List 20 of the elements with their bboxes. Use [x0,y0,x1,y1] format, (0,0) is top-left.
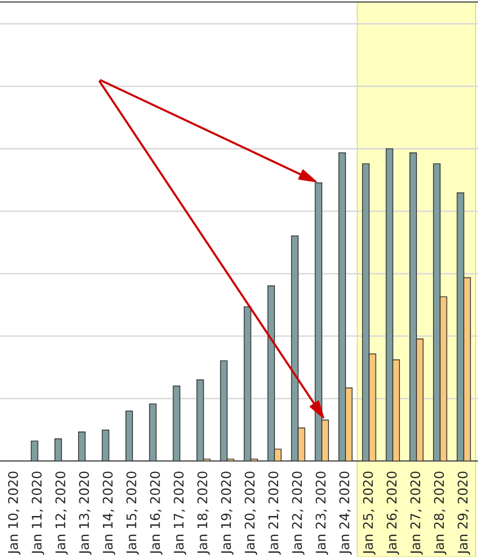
x-tick-label: Jan 12, 2020 [55,472,68,555]
x-tick-label: Jan 16, 2020 [150,472,162,555]
x-tick-label: Jan 13, 2020 [79,472,92,555]
x-tick-label: Jan 21, 2020 [268,472,281,555]
x-tick-label: Jan 17, 2020 [174,472,186,555]
x-tick-label: Jan 23, 2020 [316,472,328,555]
x-tick-label: Jan 10, 2020 [8,472,20,555]
x-tick-label: Jan 27, 2020 [410,472,423,555]
x-tick-label: Jan 29, 2020 [458,472,470,555]
x-tick-label: Jan 26, 2020 [386,472,400,555]
x-tick-label: Jan 15, 2020 [126,472,139,555]
x-tick-label: Jan 19, 2020 [221,472,234,555]
x-tick-label: Jan 28, 2020 [434,472,446,555]
x-tick-label: Jan 11, 2020 [32,472,44,555]
x-tick-label: Jan 14, 2020 [102,472,116,555]
x-tick-label: Jan 24, 2020 [339,472,352,555]
x-tick-label: Jan 22, 2020 [292,472,304,555]
x-tick-label: Jan 25, 2020 [362,472,376,555]
x-tick-label: Jan 18, 2020 [197,472,210,555]
x-tick-label: Jan 20, 2020 [244,472,258,555]
